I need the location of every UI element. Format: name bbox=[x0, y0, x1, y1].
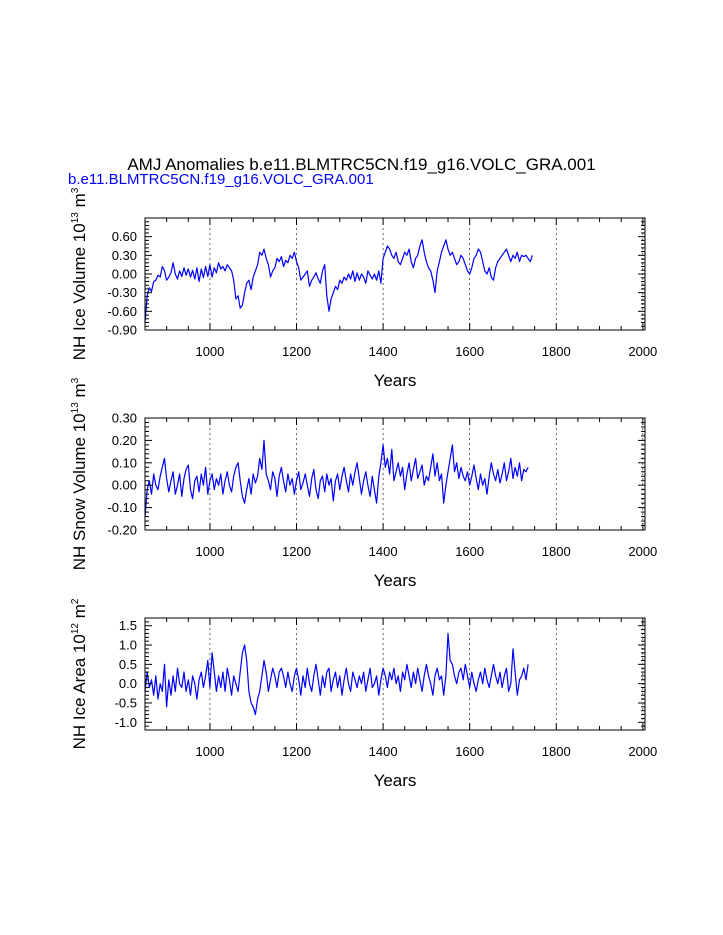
x-tick-label: 1800 bbox=[542, 344, 571, 359]
x-axis-label: Years bbox=[374, 771, 417, 790]
y-axis-label-superscript: 12 bbox=[70, 623, 81, 635]
y-tick-label: -0.60 bbox=[107, 304, 137, 319]
x-tick-label: 2000 bbox=[628, 744, 657, 759]
y-tick-label: 0.60 bbox=[112, 229, 137, 244]
x-tick-label: 1200 bbox=[282, 344, 311, 359]
y-tick-label: 0.30 bbox=[112, 411, 137, 426]
y-tick-label: 0.30 bbox=[112, 248, 137, 263]
y-tick-label: -0.90 bbox=[107, 323, 137, 338]
y-axis-label: NH Snow Volume 1013 m3 bbox=[70, 377, 89, 570]
y-axis-label: NH Ice Volume 1013 m3 bbox=[70, 187, 89, 360]
chart-subtitle: b.e11.BLMTRC5CN.f19_g16.VOLC_GRA.001 bbox=[68, 171, 374, 188]
data-line bbox=[144, 239, 533, 323]
y-tick-label: 0.10 bbox=[112, 455, 137, 470]
y-axis-label: NH Ice Area 1012 m2 bbox=[70, 598, 89, 749]
x-tick-label: 1800 bbox=[542, 544, 571, 559]
x-tick-label: 1200 bbox=[282, 544, 311, 559]
y-tick-label: 0.0 bbox=[119, 676, 137, 691]
y-axis-label-superscript: 3 bbox=[70, 187, 81, 193]
x-tick-label: 1600 bbox=[455, 344, 484, 359]
x-tick-label: 1400 bbox=[369, 344, 398, 359]
y-axis-label-superscript: 3 bbox=[70, 377, 81, 383]
x-tick-label: 2000 bbox=[628, 344, 657, 359]
data-line bbox=[144, 439, 529, 517]
x-tick-label: 1200 bbox=[282, 744, 311, 759]
chart-title: AMJ Anomalies b.e11.BLMTRC5CN.f19_g16.VO… bbox=[127, 155, 596, 174]
plot-frame bbox=[144, 617, 646, 731]
x-tick-label: 1000 bbox=[195, 344, 224, 359]
y-tick-label: 0.00 bbox=[112, 267, 137, 282]
y-axis-label-text: m bbox=[70, 383, 89, 402]
plot-frame bbox=[144, 217, 646, 331]
y-tick-label: -0.20 bbox=[107, 523, 137, 538]
y-tick-label: 0.20 bbox=[112, 433, 137, 448]
y-tick-label: -1.0 bbox=[115, 715, 137, 730]
y-axis-label-superscript: 2 bbox=[70, 598, 81, 604]
panel-2: 1000 1200 1400 1600 1800 2000 -0.20 -0.10 0.00 0.… bbox=[70, 377, 657, 590]
x-tick-label: 1400 bbox=[369, 744, 398, 759]
y-axis-label-text: NH Snow Volume 10 bbox=[70, 413, 89, 570]
y-tick-label: -0.30 bbox=[107, 285, 137, 300]
x-tick-label: 1600 bbox=[455, 544, 484, 559]
x-axis-label: Years bbox=[374, 571, 417, 590]
y-tick-label: -0.5 bbox=[115, 695, 137, 710]
x-tick-label: 1000 bbox=[195, 744, 224, 759]
y-axis-label-text: m bbox=[70, 193, 89, 212]
x-tick-label: 1400 bbox=[369, 544, 398, 559]
y-axis-label-superscript: 13 bbox=[70, 212, 81, 224]
x-axis-label: Years bbox=[374, 371, 417, 390]
x-tick-label: 1600 bbox=[455, 744, 484, 759]
y-axis-label-text: m bbox=[70, 604, 89, 623]
y-tick-label: 0.00 bbox=[112, 478, 137, 493]
y-axis-label-text: NH Ice Area 10 bbox=[70, 634, 89, 749]
x-tick-label: 2000 bbox=[628, 544, 657, 559]
y-tick-label: -0.10 bbox=[107, 500, 137, 515]
y-axis-label-superscript: 13 bbox=[70, 402, 81, 414]
plot-frame bbox=[144, 417, 646, 531]
y-tick-label: 1.5 bbox=[119, 618, 137, 633]
y-tick-label: 0.5 bbox=[119, 657, 137, 672]
x-tick-label: 1000 bbox=[195, 544, 224, 559]
x-tick-label: 1800 bbox=[542, 744, 571, 759]
data-line bbox=[144, 632, 529, 716]
panel-1: 1000 1200 1400 1600 1800 2000 -0.90 -0.60 -0.30 0… bbox=[70, 187, 657, 390]
y-axis-label-text: NH Ice Volume 10 bbox=[70, 223, 89, 360]
y-tick-label: 1.0 bbox=[119, 638, 137, 653]
panel-3: 1000 1200 1400 1600 1800 2000 -1.0 -0.5 0.0 0.5 1.… bbox=[70, 598, 657, 790]
